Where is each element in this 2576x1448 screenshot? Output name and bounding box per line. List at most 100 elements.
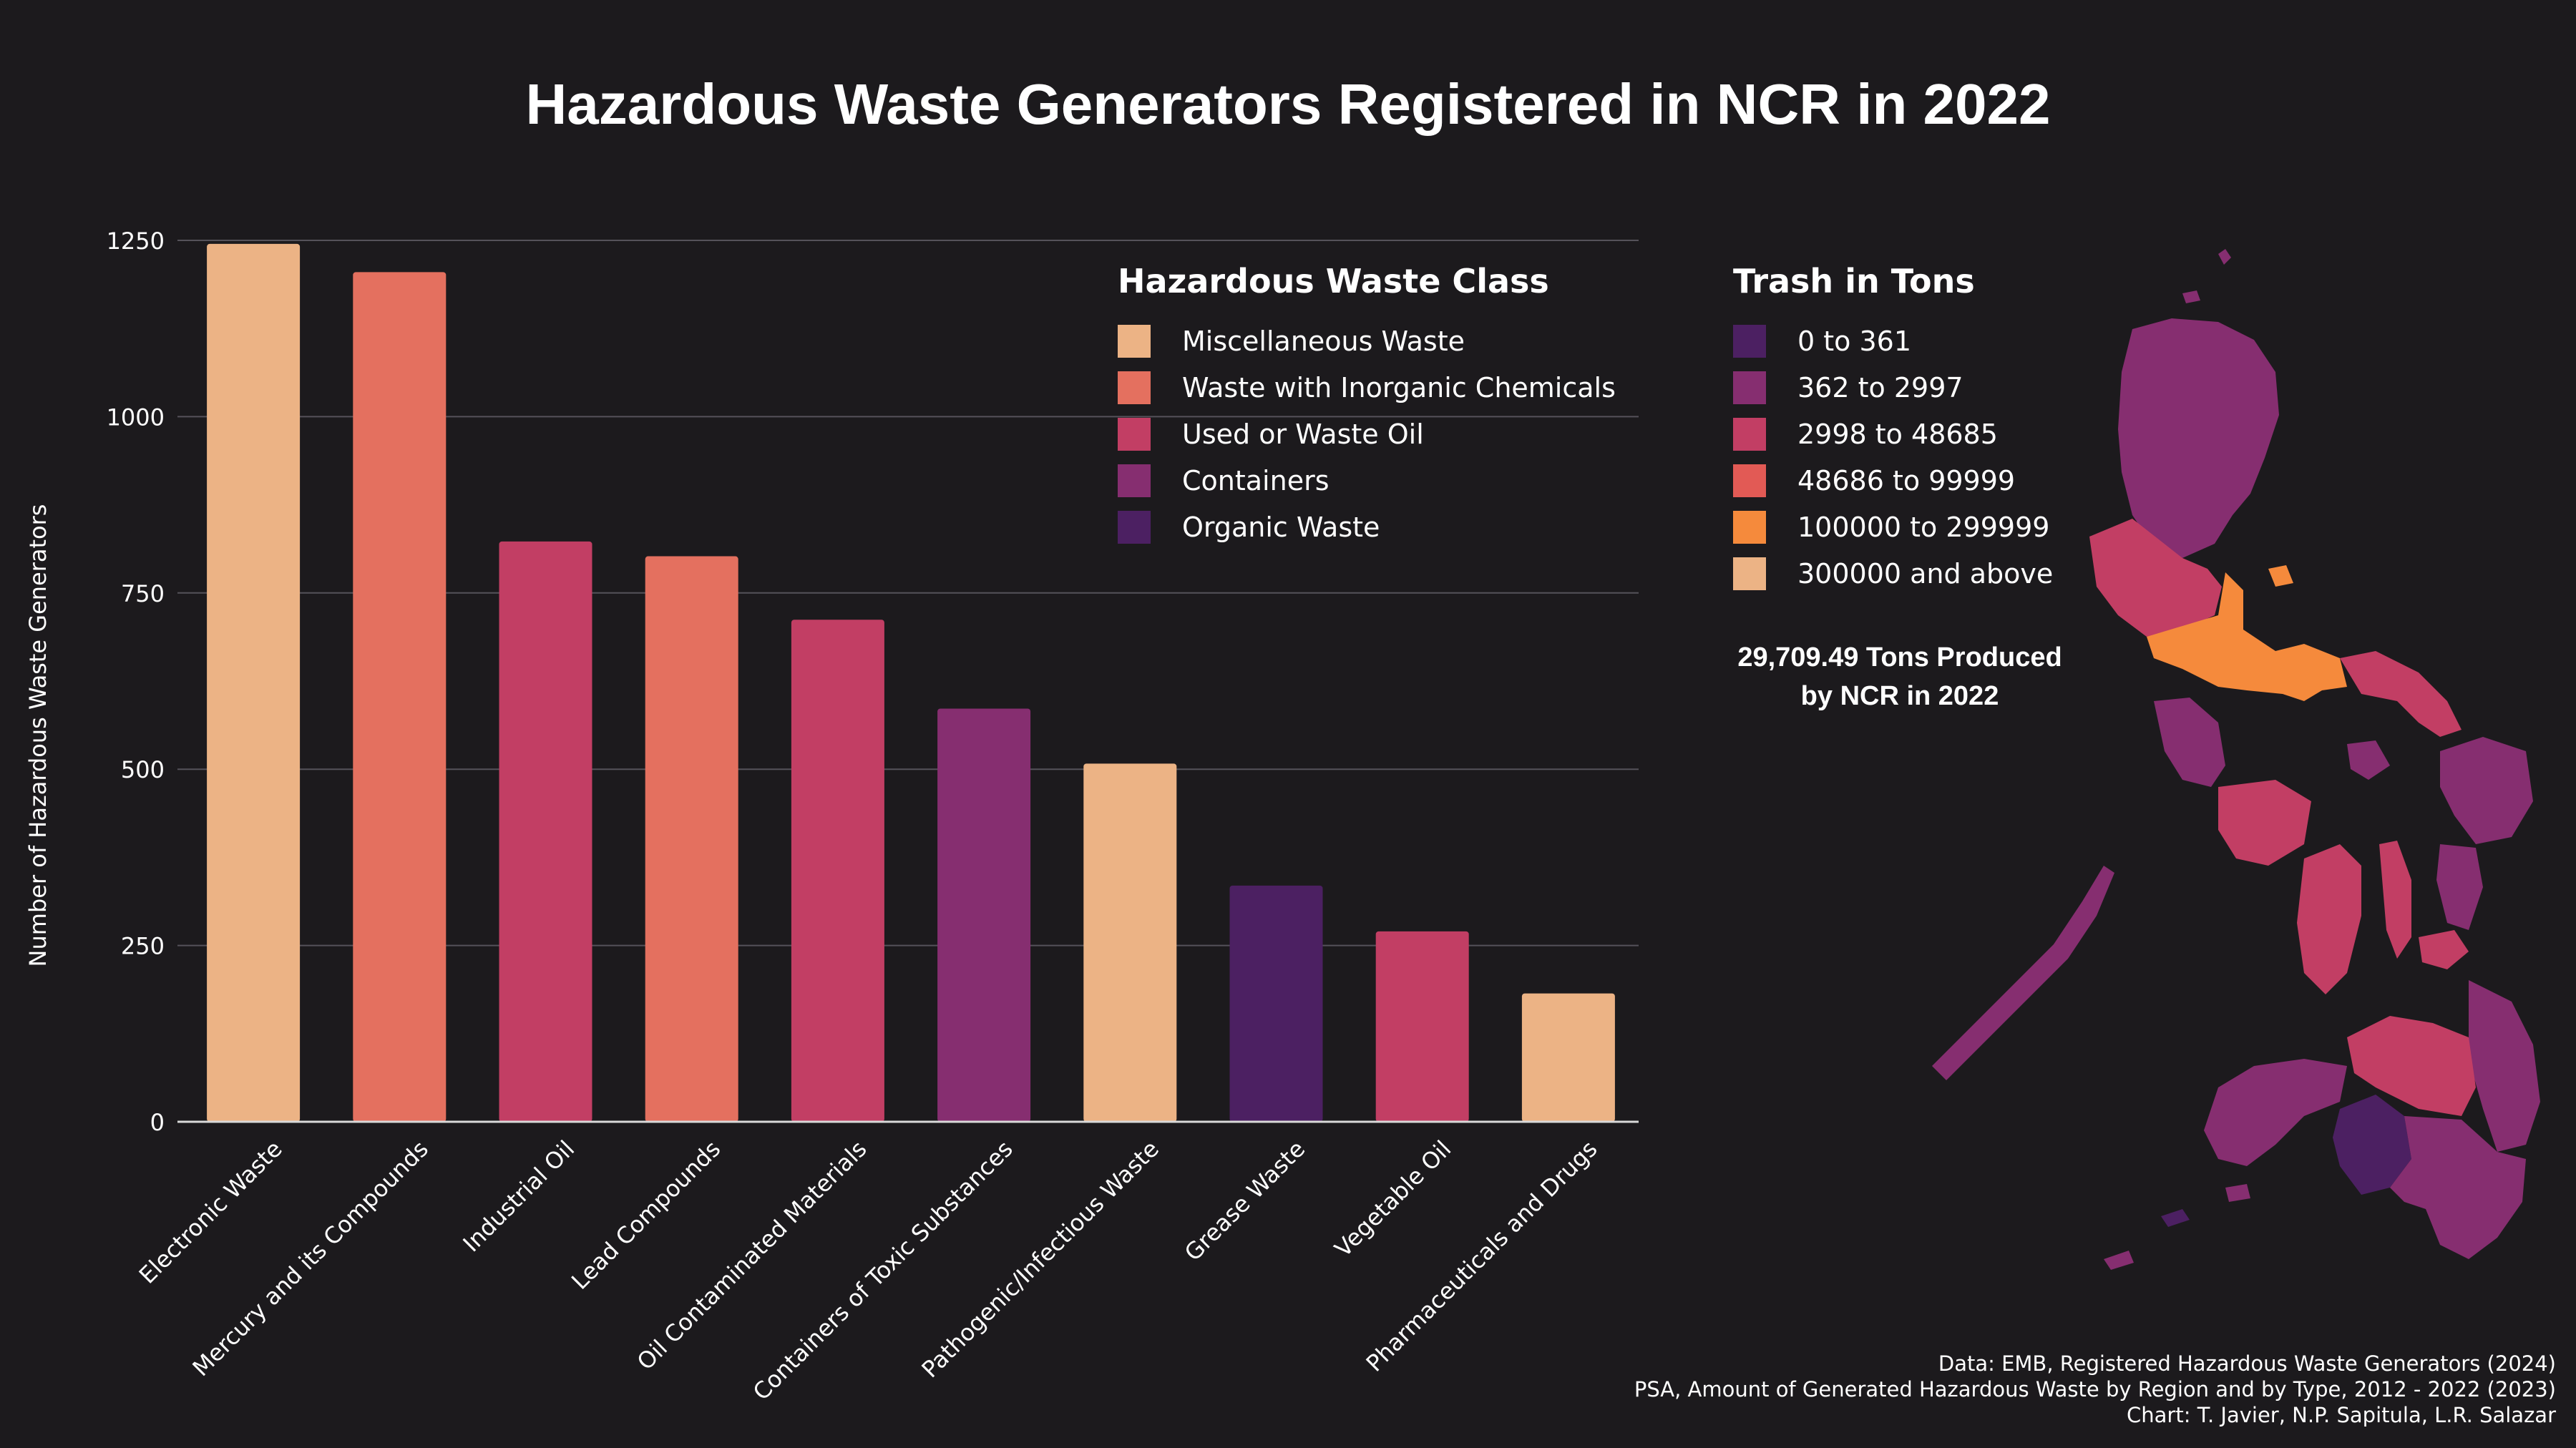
- bar-chart: 0 250 500 750 1000 1250 Electronic WasteMercur…: [24, 228, 1639, 1406]
- tons-legend-item: 362 to 2997: [1733, 364, 2053, 411]
- y-tick-label: 500: [121, 756, 165, 783]
- map-region-mindoro: [2154, 698, 2225, 787]
- class-legend-items: Miscellaneous Waste Waste with Inorganic …: [1118, 318, 1616, 550]
- ncr-note-line-2: by NCR in 2022: [1800, 681, 1999, 711]
- tons-legend-item: 0 to 361: [1733, 318, 2053, 364]
- y-tick-label: 1250: [107, 228, 165, 255]
- map-region-cebu: [2379, 841, 2411, 959]
- tons-legend-label: 0 to 361: [1797, 325, 1912, 357]
- bar: [1521, 993, 1615, 1122]
- x-tick-label: Pharmaceuticals and Drugs: [1361, 1135, 1603, 1377]
- map-region-basilan: [2225, 1184, 2250, 1202]
- map-region-barmm: [2333, 1095, 2411, 1195]
- tons-legend-swatch: [1733, 464, 1766, 497]
- class-legend-title: Hazardous Waste Class: [1118, 262, 1549, 300]
- tons-legend-label: 48686 to 99999: [1797, 464, 2016, 496]
- class-legend-swatch: [1118, 324, 1151, 358]
- tons-legend-swatch: [1733, 417, 1766, 451]
- tons-legend-items: 0 to 361 362 to 2997 2998 to 48685 48686 to…: [1733, 318, 2053, 597]
- class-legend-swatch: [1118, 464, 1151, 497]
- tons-legend-item: 2998 to 48685: [1733, 411, 2053, 457]
- bar: [645, 556, 738, 1122]
- x-tick-label: Pathogenic/Infectious Waste: [917, 1135, 1164, 1383]
- map-region-masbate: [2347, 740, 2390, 780]
- map-region-negros: [2297, 844, 2361, 994]
- map-region-sulu: [2161, 1209, 2190, 1227]
- tons-legend-title: Trash in Tons: [1733, 262, 1975, 300]
- class-legend-label: Used or Waste Oil: [1182, 418, 1424, 450]
- map-region-central-luzon: [2089, 519, 2222, 637]
- map-region-davao-soccsksargen: [2390, 1116, 2526, 1259]
- x-tick-label: Electronic Waste: [134, 1135, 288, 1289]
- tons-legend-label: 362 to 2997: [1797, 371, 1963, 403]
- class-legend-label: Miscellaneous Waste: [1182, 325, 1465, 357]
- bar: [1083, 763, 1177, 1122]
- map-region-batanes: [2218, 249, 2231, 265]
- x-tick-label: Grease Waste: [1179, 1135, 1310, 1266]
- x-tick-label: Mercury and its Compounds: [187, 1135, 434, 1381]
- map-region-panay: [2218, 780, 2311, 866]
- philippines-map: [1932, 249, 2540, 1270]
- map-region-babuyan: [2182, 290, 2200, 303]
- map-region-tawi-tawi: [2104, 1251, 2134, 1270]
- chart-title: Hazardous Waste Generators Registered in…: [525, 72, 2051, 136]
- class-legend-swatch: [1118, 371, 1151, 404]
- x-tick-label: Vegetable Oil: [1330, 1135, 1457, 1263]
- tons-legend-item: 48686 to 99999: [1733, 457, 2053, 504]
- tons-legend-swatch: [1733, 557, 1766, 590]
- source-line-3: Chart: T. Javier, N.P. Sapitula, L.R. Sa…: [2127, 1403, 2556, 1427]
- map-region-northern-luzon: [2118, 318, 2279, 558]
- source-credits: Data: EMB, Registered Hazardous Waste Ge…: [1634, 1351, 2556, 1428]
- class-legend-label: Waste with Inorganic Chemicals: [1182, 371, 1616, 403]
- source-line-2: PSA, Amount of Generated Hazardous Waste…: [1634, 1377, 2556, 1401]
- bar: [207, 243, 301, 1122]
- bar: [791, 620, 884, 1122]
- bar: [1375, 931, 1469, 1122]
- class-legend-swatch: [1118, 510, 1151, 544]
- bar: [937, 708, 1031, 1122]
- tons-legend-swatch: [1733, 510, 1766, 544]
- map-region-northern-mindanao: [2347, 1016, 2476, 1116]
- class-legend-item: Used or Waste Oil: [1118, 411, 1616, 457]
- bar: [1229, 885, 1323, 1122]
- x-tick-label: Lead Compounds: [566, 1135, 726, 1295]
- y-tick-label: 750: [121, 580, 165, 607]
- map-region-calabarzon: [2147, 572, 2347, 701]
- tons-legend-label: 2998 to 48685: [1797, 418, 1998, 450]
- ncr-note-line-1: 29,709.49 Tons Produced: [1737, 642, 2062, 672]
- bars: [207, 243, 1615, 1122]
- hazardous-waste-class-legend: Hazardous Waste Class Miscellaneous Wast…: [1118, 262, 1616, 550]
- class-legend-item: Waste with Inorganic Chemicals: [1118, 364, 1616, 411]
- tons-legend-item: 100000 to 299999: [1733, 504, 2053, 550]
- source-line-1: Data: EMB, Registered Hazardous Waste Ge…: [1938, 1351, 2556, 1376]
- map-region-samar: [2440, 737, 2533, 844]
- tons-legend-item: 300000 and above: [1733, 550, 2053, 597]
- ncr-tons-note: 29,709.49 Tons Produced by NCR in 2022: [1714, 638, 2086, 715]
- trash-in-tons-legend: Trash in Tons 0 to 361 362 to 2997 2998 to…: [1733, 262, 2053, 597]
- class-legend-item: Miscellaneous Waste: [1118, 318, 1616, 364]
- class-legend-item: Organic Waste: [1118, 504, 1616, 550]
- map-region-bicol: [2340, 651, 2462, 737]
- y-tick-label: 250: [121, 933, 165, 960]
- map-region-caraga: [2469, 980, 2540, 1152]
- map-region-polillo: [2268, 565, 2293, 587]
- tons-legend-swatch: [1733, 371, 1766, 404]
- x-tick-label: Industrial Oil: [458, 1135, 580, 1258]
- map-region-palawan: [1932, 866, 2114, 1080]
- x-tick-label: Oil Contaminated Materials: [632, 1135, 872, 1376]
- bar: [499, 541, 592, 1122]
- tons-legend-swatch: [1733, 324, 1766, 358]
- tons-legend-label: 300000 and above: [1797, 557, 2054, 590]
- class-legend-label: Containers: [1182, 464, 1330, 496]
- class-legend-label: Organic Waste: [1182, 511, 1380, 543]
- map-region-zamboanga: [2204, 1059, 2347, 1166]
- bar: [353, 272, 447, 1122]
- map-region-leyte: [2436, 844, 2483, 930]
- class-legend-swatch: [1118, 417, 1151, 451]
- y-tick-label: 0: [150, 1109, 165, 1136]
- y-axis-label: Number of Hazardous Waste Generators: [24, 504, 52, 967]
- class-legend-item: Containers: [1118, 457, 1616, 504]
- x-tick-label: Containers of Toxic Substances: [748, 1135, 1018, 1406]
- tons-legend-label: 100000 to 299999: [1797, 511, 2050, 543]
- map-region-bohol: [2419, 930, 2469, 969]
